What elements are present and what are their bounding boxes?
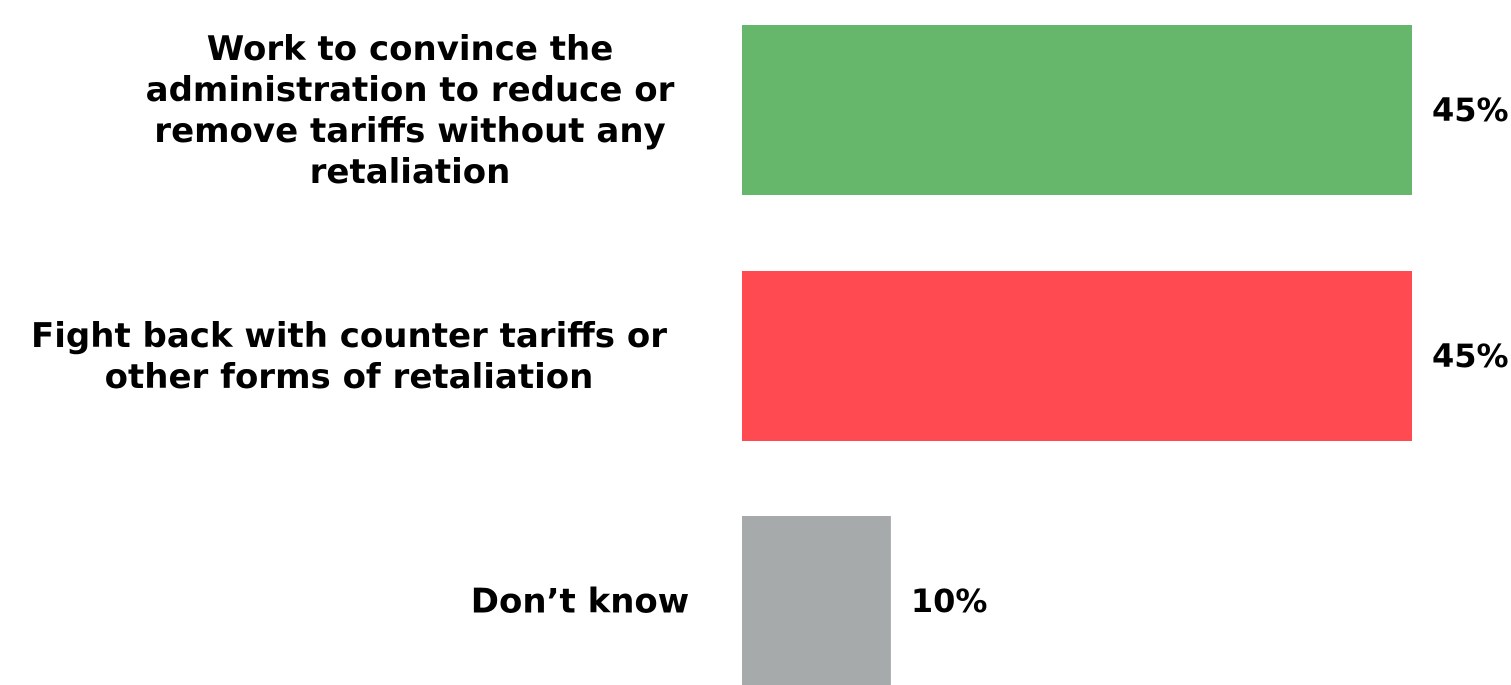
category-label-1: Work to convince the administration to re… bbox=[146, 29, 675, 192]
category-label-line: administration to reduce or bbox=[146, 70, 675, 110]
category-label-2: Fight back with counter tariffs or other … bbox=[31, 316, 667, 397]
bar-3 bbox=[742, 516, 891, 685]
bar-2 bbox=[742, 271, 1412, 441]
category-label-line: Don’t know bbox=[471, 581, 689, 621]
category-label-line: retaliation bbox=[310, 152, 511, 192]
bar-1 bbox=[742, 25, 1412, 195]
category-label-line: Work to convince the bbox=[207, 29, 614, 69]
category-label-line: other forms of retaliation bbox=[105, 357, 594, 397]
category-label-line: remove tariffs without any bbox=[154, 111, 665, 151]
value-label-3: 10% bbox=[911, 582, 988, 620]
value-label-2: 45% bbox=[1432, 337, 1509, 375]
category-label-line: Fight back with counter tariffs or bbox=[31, 316, 667, 356]
value-label-1: 45% bbox=[1432, 91, 1509, 129]
category-label-3: Don’t know bbox=[471, 581, 689, 621]
